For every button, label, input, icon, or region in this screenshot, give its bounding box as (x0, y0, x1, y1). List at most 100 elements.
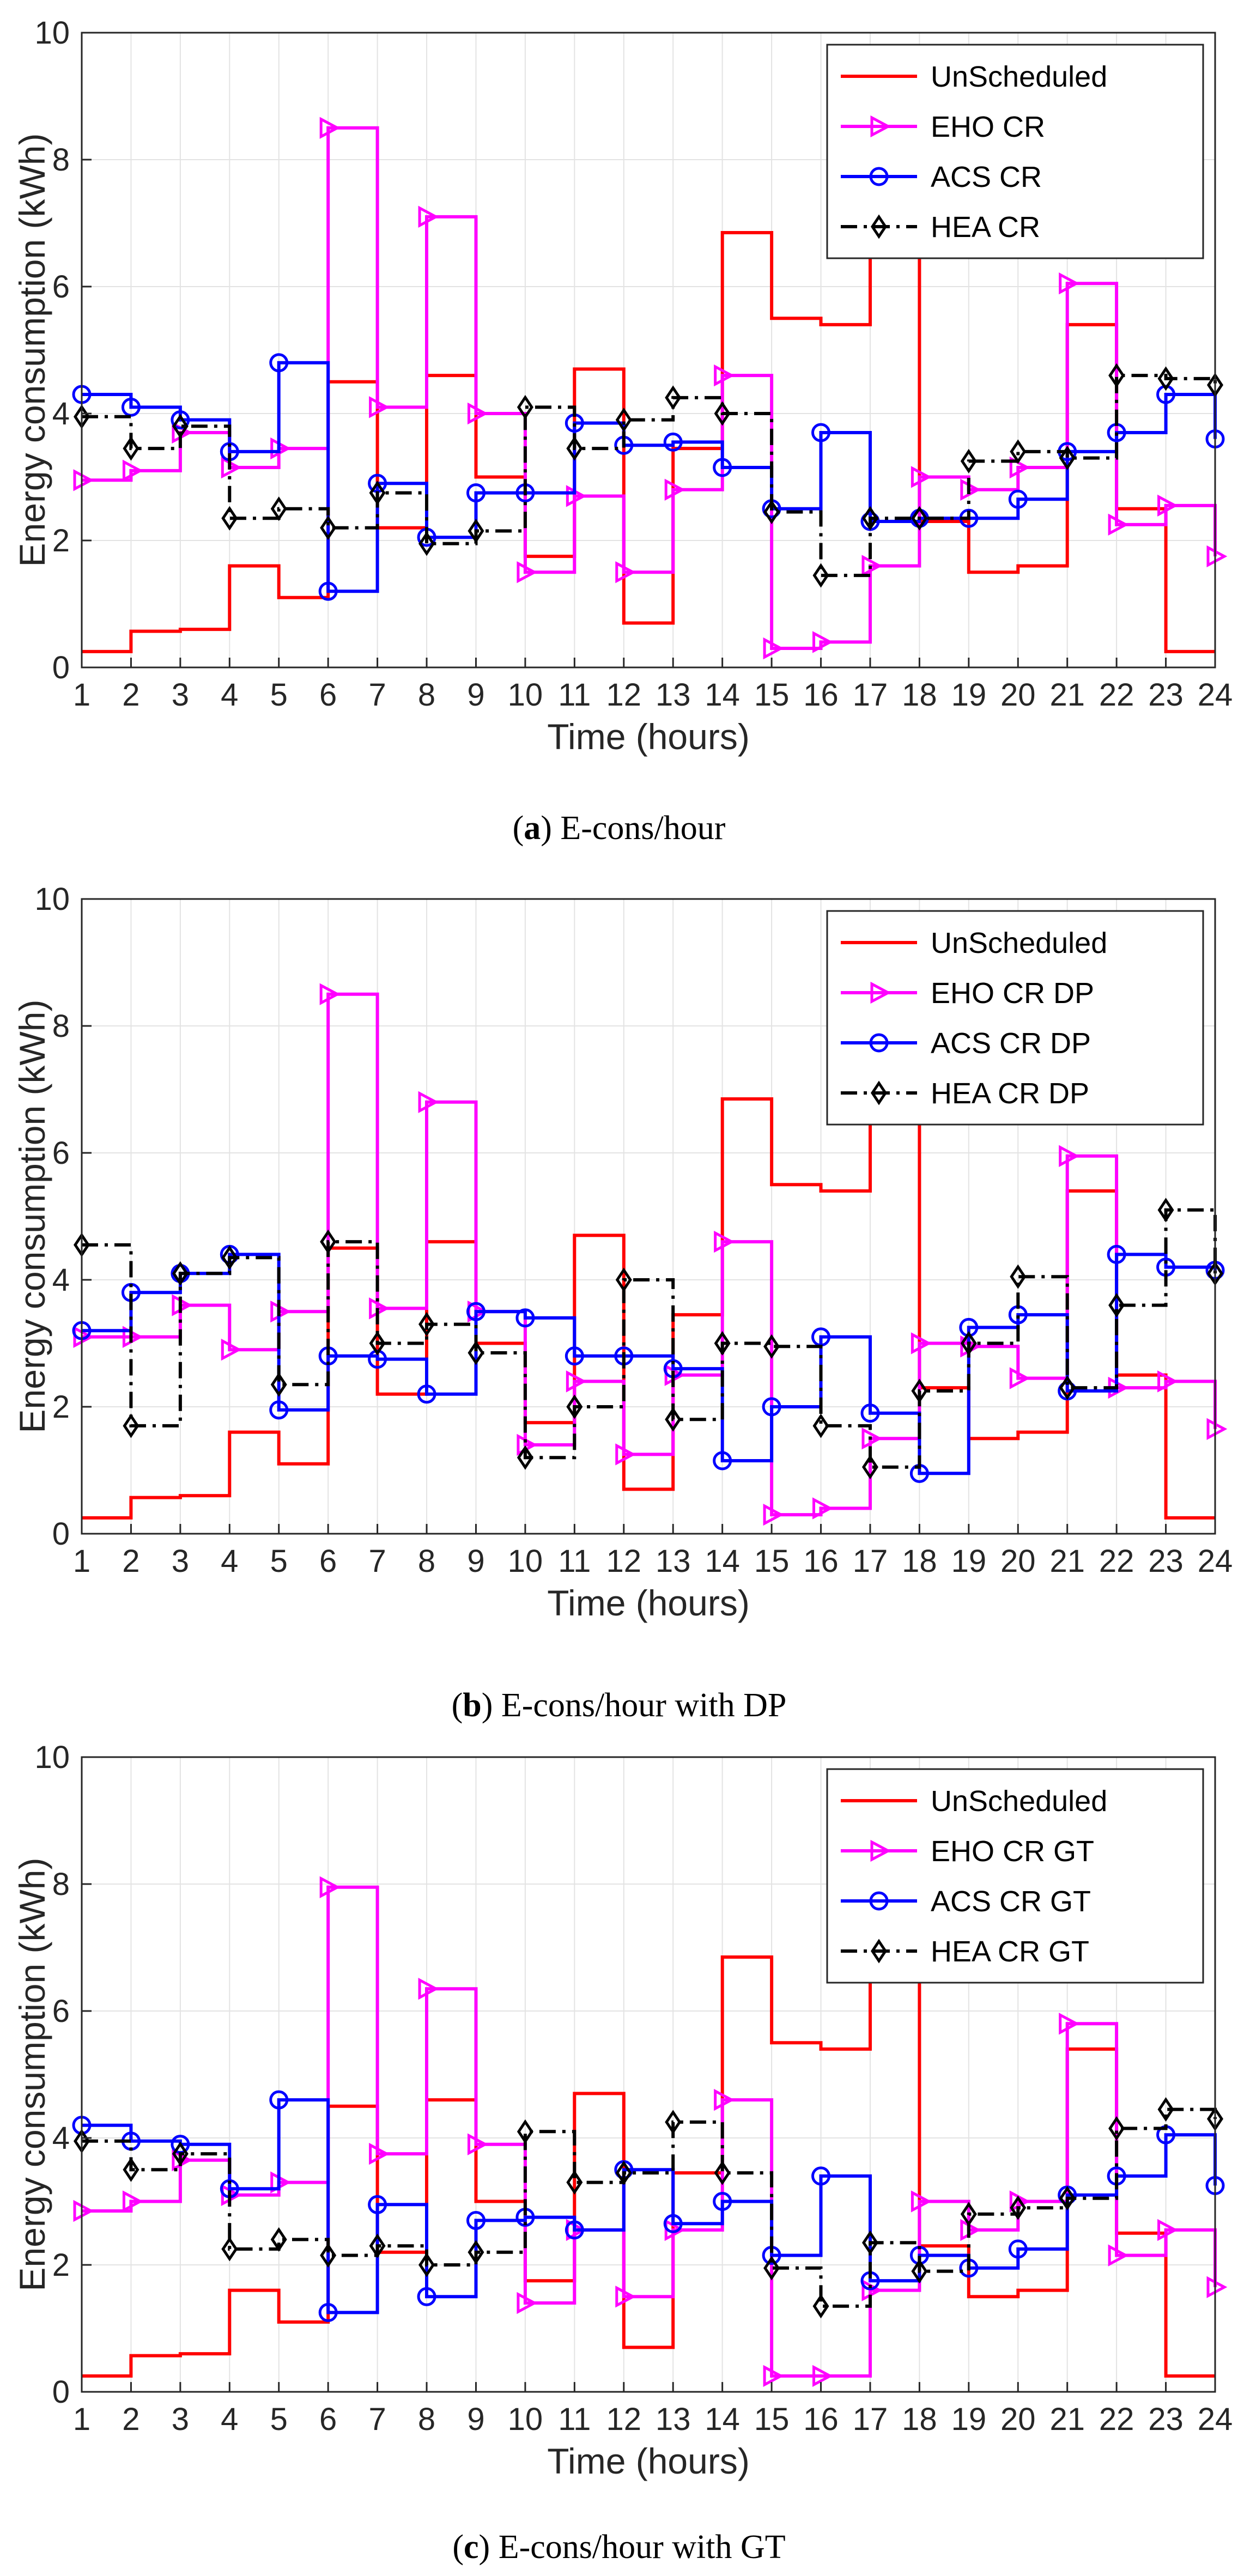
data-point (615, 2160, 632, 2185)
data-point (369, 2233, 386, 2258)
data-point (911, 1378, 928, 1404)
data-point (368, 2195, 387, 2214)
data-point (565, 1346, 584, 1366)
x-tick-label: 18 (902, 2402, 937, 2437)
data-point (861, 1427, 883, 1450)
data-point (911, 2259, 928, 2284)
data-point (565, 2220, 584, 2240)
data-point (270, 1372, 287, 1397)
y-tick-label: 4 (52, 396, 70, 432)
x-tick-label: 10 (508, 2402, 543, 2437)
data-point (714, 1230, 735, 1253)
data-point (369, 2142, 390, 2165)
y-tick-label: 6 (52, 269, 70, 305)
legend-label: HEA CR (931, 211, 1040, 244)
data-point (73, 2200, 94, 2222)
data-point (615, 561, 636, 584)
legend-marker (869, 1891, 889, 1911)
data-point (1157, 1198, 1174, 1223)
data-point (566, 1394, 583, 1419)
x-tick-label: 9 (467, 677, 484, 713)
data-point (714, 401, 731, 426)
data-point (1009, 456, 1030, 479)
data-point (269, 1400, 289, 1420)
legend-marker (869, 1033, 889, 1053)
x-tick-label: 11 (558, 1544, 591, 1579)
data-point (812, 2365, 833, 2387)
x-tick-label: 7 (368, 2402, 386, 2437)
data-point (1206, 1418, 1228, 1440)
x-tick-label: 15 (754, 677, 790, 713)
data-point (320, 515, 337, 540)
x-tick-label: 7 (368, 1544, 386, 1579)
data-point (369, 396, 390, 418)
legend-marker (870, 981, 891, 1004)
series-2 (73, 117, 1228, 660)
series-line (82, 2107, 1217, 2308)
x-tick-label: 11 (558, 677, 591, 713)
legend: UnScheduled EHO CR DP ACS CR DP HEA CR DP (826, 910, 1204, 1126)
data-point (1157, 2097, 1174, 2122)
x-tick-label: 19 (951, 2402, 987, 2437)
data-point (517, 1445, 533, 1470)
data-point (812, 563, 829, 588)
data-point (714, 2160, 731, 2185)
data-point (270, 496, 287, 521)
data-point (319, 117, 341, 139)
legend-marker (870, 1839, 891, 1862)
x-tick-label: 2 (122, 1544, 139, 1579)
data-point (763, 637, 784, 660)
x-tick-label: 7 (368, 677, 386, 713)
data-point (221, 506, 238, 531)
x-tick-label: 15 (754, 1544, 790, 1579)
data-point (122, 2190, 143, 2213)
x-tick-label: 24 (1198, 1544, 1233, 1579)
x-tick-label: 17 (853, 1544, 888, 1579)
data-point (812, 631, 833, 653)
y-tick-label: 6 (52, 1994, 70, 2029)
data-point (171, 410, 190, 430)
data-point (417, 2287, 436, 2306)
data-point (1157, 494, 1178, 517)
data-point (960, 448, 977, 473)
legend: UnScheduled EHO CR GT ACS CR GT HEA CR GT (826, 1768, 1204, 1984)
data-point (665, 1407, 682, 1432)
data-point (714, 2088, 735, 2111)
x-tick-label: 11 (558, 2402, 591, 2437)
series-1 (82, 231, 1215, 653)
data-point (1157, 2219, 1178, 2241)
data-point (418, 1091, 439, 1113)
x-tick-label: 24 (1198, 2402, 1233, 2437)
data-point (861, 2230, 878, 2255)
data-point (1108, 363, 1125, 388)
data-point (468, 2240, 484, 2265)
x-tick-label: 13 (656, 2402, 691, 2437)
x-axis-title: Time (hours) (547, 1583, 750, 1623)
x-tick-label: 6 (319, 677, 337, 713)
x-tick-label: 21 (1049, 677, 1085, 713)
data-point (172, 1261, 189, 1286)
data-point (418, 531, 435, 556)
x-tick-label: 20 (1000, 2402, 1036, 2437)
series-1 (82, 1955, 1215, 2378)
caption-c: (c) E-cons/hour with GT (452, 2529, 785, 2566)
data-point (1206, 545, 1228, 568)
x-tick-label: 22 (1099, 2402, 1134, 2437)
data-point (221, 1245, 238, 1270)
x-tick-label: 16 (803, 1544, 839, 1579)
data-point (466, 2210, 486, 2230)
legend-label: ACS CR (931, 161, 1042, 193)
data-point (467, 402, 488, 425)
x-tick-label: 1 (73, 1544, 90, 1579)
data-point (714, 364, 735, 387)
data-point (713, 2192, 732, 2211)
data-point (1008, 489, 1028, 509)
x-tick-label: 20 (1000, 1544, 1036, 1579)
data-point (1010, 1264, 1027, 1289)
data-point (515, 1308, 535, 1328)
data-point (1010, 439, 1027, 464)
data-point (418, 2252, 435, 2277)
data-point (812, 2294, 829, 2319)
x-tick-label: 23 (1148, 677, 1184, 713)
series-line (82, 1955, 1215, 2378)
